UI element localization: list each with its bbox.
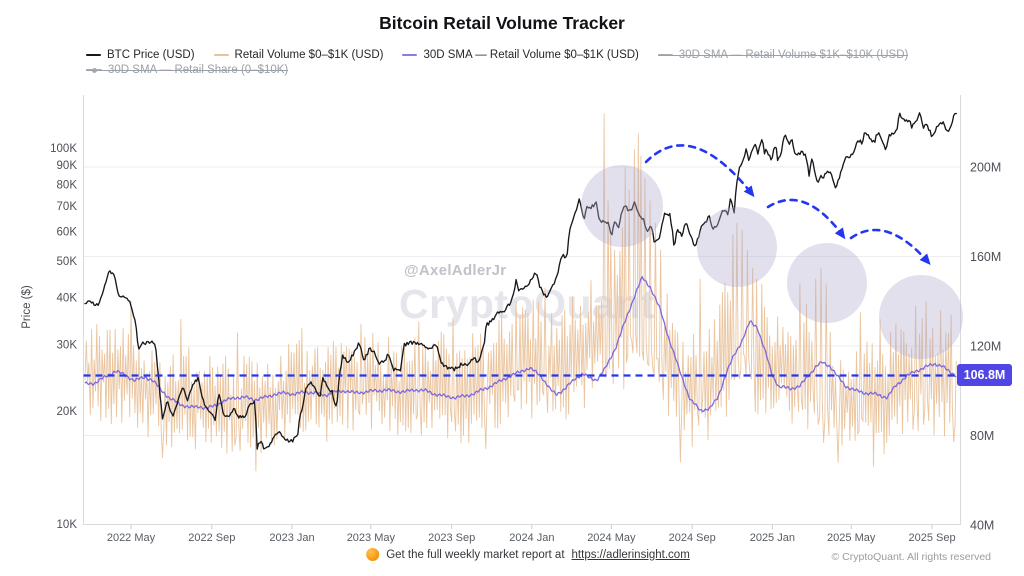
x-tick-label: 2025 May: [827, 532, 876, 544]
legend-item-5[interactable]: 30D SMA — Retail Share (0–$10K): [86, 64, 289, 76]
orange-circle-icon: [366, 548, 380, 561]
btc-price-series: [84, 112, 957, 450]
highlight-circle-1: [581, 165, 663, 247]
price-tick-label: 10K: [57, 519, 78, 531]
x-tick-label: 2023 Sep: [428, 532, 475, 544]
price-tick-label: 60K: [57, 226, 78, 238]
level-value-badge: 106.8M: [957, 364, 1012, 386]
trend-arrow-head-2: [834, 227, 846, 240]
legend-marker: [213, 53, 229, 57]
footer-report-note: Get the full weekly market report at htt…: [366, 548, 690, 561]
retail-volume-series: [84, 113, 957, 472]
x-tick-label: 2024 Jan: [509, 532, 554, 544]
price-tick-label: 50K: [57, 256, 78, 268]
x-tick-label: 2022 Sep: [188, 532, 235, 544]
watermark-handle: @AxelAdlerJr: [404, 262, 507, 279]
volume-tick-label: 160M: [970, 250, 1001, 264]
highlight-circle-2: [697, 207, 777, 287]
x-tick-label: 2023 Jan: [269, 532, 314, 544]
trend-arrow-head-3: [919, 253, 931, 266]
legend-marker: [402, 53, 418, 57]
trend-arrow-head-1: [743, 185, 755, 198]
volume-tick-label: 120M: [970, 340, 1001, 354]
trend-arrow-2: [766, 198, 845, 238]
highlight-circle-3: [787, 243, 867, 323]
price-tick-label: 90K: [57, 160, 78, 172]
legend-item-3[interactable]: 30D SMA — Retail Volume $0–$1K (USD): [402, 49, 639, 61]
volume-tick-label: 80M: [970, 429, 994, 443]
volume-tick-label: 40M: [970, 519, 994, 533]
price-tick-label: 40K: [57, 293, 78, 305]
price-tick-label: 80K: [57, 179, 78, 191]
price-tick-label: 70K: [57, 201, 78, 213]
x-tick-label: 2023 May: [347, 532, 396, 544]
price-tick-label: 30K: [57, 340, 78, 352]
x-tick-label: 2025 Sep: [908, 532, 955, 544]
highlight-circle-4: [879, 275, 963, 359]
price-tick-label: 100K: [50, 143, 77, 155]
footer-text: Get the full weekly market report at: [386, 548, 565, 561]
legend: BTC Price (USD) Retail Volume $0–$1K (USD…: [86, 49, 956, 76]
legend-item-4[interactable]: 30D SMA — Retail Volume $1K–$10K (USD): [657, 49, 909, 61]
copyright-note: © CryptoQuant. All rights reserved: [831, 551, 991, 563]
price-axis-title: Price ($): [21, 285, 33, 329]
x-tick-label: 2024 Sep: [669, 532, 716, 544]
x-tick-label: 2024 May: [587, 532, 636, 544]
legend-label: Retail Volume $0–$1K (USD): [234, 49, 384, 61]
trend-arrow-1: [644, 144, 754, 196]
x-tick-label: 2022 May: [107, 532, 156, 544]
volume-tick-label: 200M: [970, 161, 1001, 175]
legend-label: 30D SMA — Retail Volume $0–$1K (USD): [423, 49, 639, 61]
price-tick-label: 20K: [57, 406, 78, 418]
report-link[interactable]: https://adlerinsight.com: [571, 548, 690, 561]
legend-marker: [86, 53, 101, 57]
sma-series: [84, 276, 957, 413]
x-tick-label: 2025 Jan: [750, 532, 795, 544]
legend-item-1[interactable]: BTC Price (USD): [86, 49, 195, 61]
legend-item-2[interactable]: Retail Volume $0–$1K (USD): [213, 49, 384, 61]
chart-title: Bitcoin Retail Volume Tracker: [379, 13, 625, 33]
legend-label: BTC Price (USD): [107, 49, 195, 61]
trend-arrow-3: [849, 228, 930, 264]
